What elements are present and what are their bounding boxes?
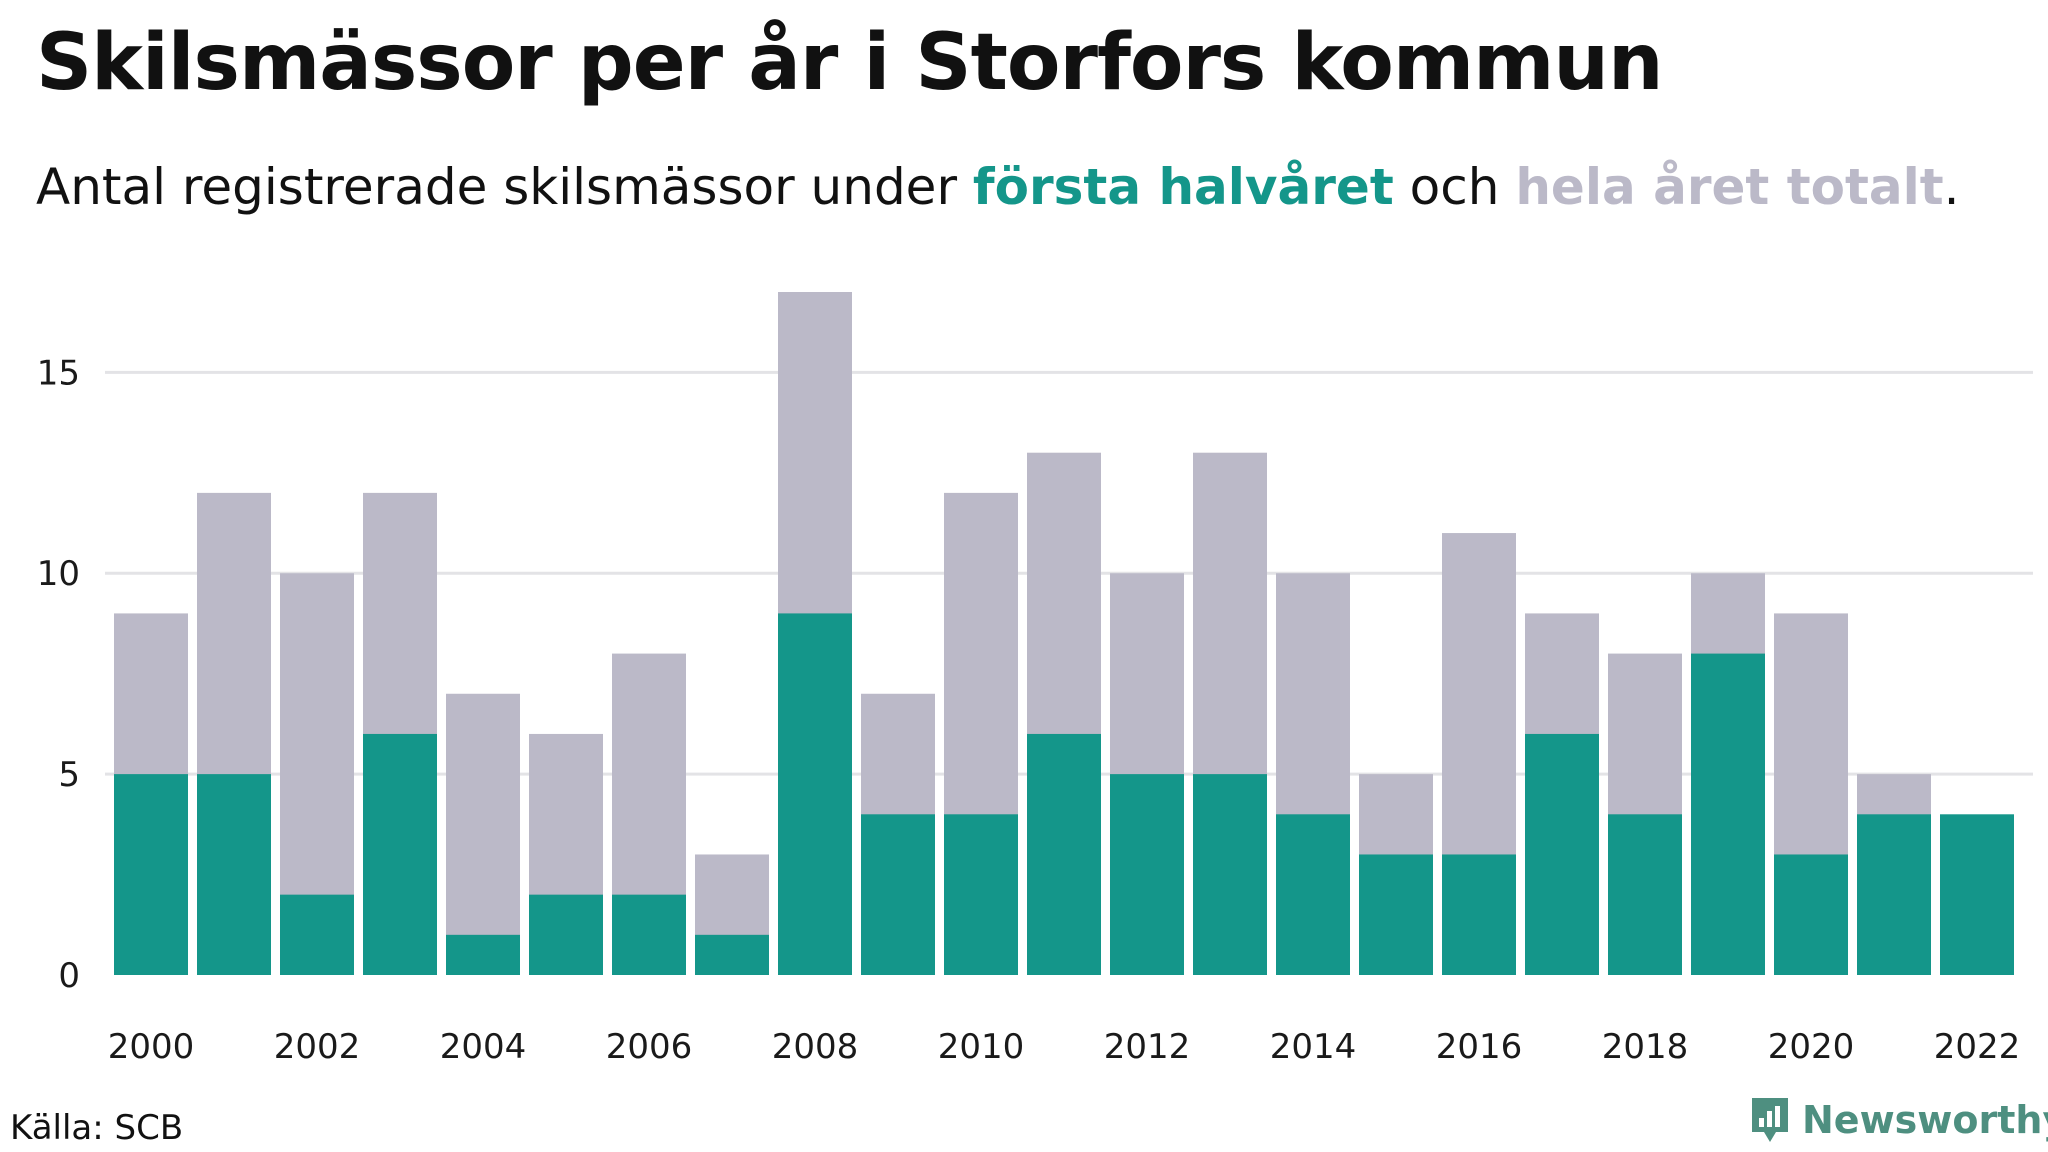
bar-first-half-2010 — [944, 814, 1018, 975]
bar-first-half-2021 — [1857, 814, 1931, 975]
subtitle-suffix: . — [1943, 158, 1960, 216]
x-tick-label: 2020 — [1768, 1027, 1855, 1067]
source-note: Källa: SCB — [10, 1108, 184, 1148]
y-tick-label: 15 — [37, 353, 80, 393]
subtitle-middle: och — [1393, 158, 1516, 216]
x-tick-label: 2004 — [440, 1027, 527, 1067]
bar-first-half-2015 — [1359, 854, 1433, 975]
bar-first-half-2000 — [114, 774, 188, 975]
chart-subtitle: Antal registrerade skilsmässor under för… — [36, 158, 1960, 216]
chart-title: Skilsmässor per år i Storfors kommun — [36, 18, 1663, 108]
bar-first-half-2003 — [363, 733, 437, 975]
x-tick-label: 2012 — [1104, 1027, 1191, 1067]
legend-total: hela året totalt — [1515, 158, 1944, 216]
x-tick-label: 2000 — [108, 1027, 195, 1067]
brand-logo: Newsworthy — [1748, 1094, 2048, 1146]
bar-first-half-2017 — [1525, 733, 1599, 975]
bar-first-half-2007 — [695, 934, 769, 975]
x-tick-label: 2008 — [772, 1027, 859, 1067]
legend-first-half: första halvåret — [972, 158, 1394, 216]
bar-first-half-2011 — [1027, 733, 1101, 975]
x-tick-label: 2006 — [606, 1027, 693, 1067]
bar-first-half-2019 — [1691, 653, 1765, 975]
x-tick-label: 2016 — [1436, 1027, 1523, 1067]
y-axis-labels: 0 5 10 15 — [37, 353, 80, 996]
bar-first-half-2006 — [612, 894, 686, 975]
y-tick-label: 5 — [58, 755, 80, 795]
y-tick-label: 0 — [58, 956, 80, 996]
bar-total-2004 — [446, 693, 520, 975]
bar-first-half-2016 — [1442, 854, 1516, 975]
bar-first-half-2022 — [1940, 814, 2014, 975]
newsworthy-logo-icon — [1752, 1098, 1788, 1142]
y-tick-label: 10 — [37, 554, 80, 594]
x-tick-label: 2014 — [1270, 1027, 1357, 1067]
bar-first-half-2008 — [778, 613, 852, 975]
bar-first-half-2012 — [1110, 774, 1184, 975]
bar-first-half-2018 — [1608, 814, 1682, 975]
bar-first-half-2014 — [1276, 814, 1350, 975]
x-tick-label: 2010 — [938, 1027, 1025, 1067]
x-tick-label: 2002 — [274, 1027, 361, 1067]
bar-first-half-2001 — [197, 774, 271, 975]
x-tick-label: 2022 — [1934, 1027, 2021, 1067]
bar-first-half-2002 — [280, 894, 354, 975]
x-axis-labels: 2000 2002 2004 2006 2008 2010 2012 2014 2016 2018… — [108, 1027, 2021, 1067]
brand-name: Newsworthy — [1802, 1098, 2048, 1142]
bar-first-half-2009 — [861, 814, 935, 975]
bar-first-half-2020 — [1774, 854, 1848, 975]
bar-first-half-2004 — [446, 934, 520, 975]
series-first-half-bars — [114, 613, 2014, 975]
bar-first-half-2005 — [529, 894, 603, 975]
x-tick-label: 2018 — [1602, 1027, 1689, 1067]
subtitle-prefix: Antal registrerade skilsmässor under — [36, 158, 973, 216]
bar-first-half-2013 — [1193, 774, 1267, 975]
